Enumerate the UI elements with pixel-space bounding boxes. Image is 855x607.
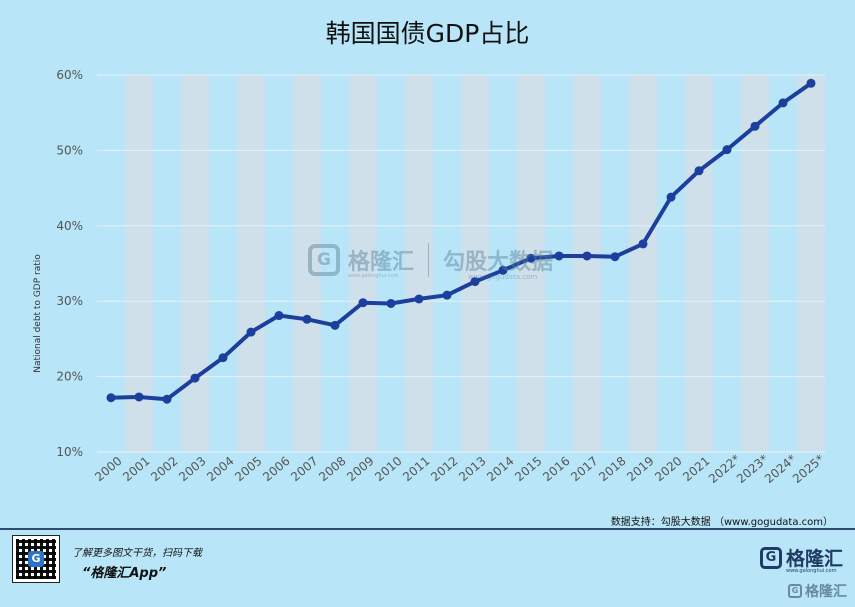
data-point [778, 98, 788, 108]
data-point [330, 320, 340, 330]
y-tick-label: 60% [56, 68, 83, 82]
gelonghui-logo-icon: G [760, 546, 782, 569]
x-tick-label: 2020 [652, 454, 684, 484]
promo-text: 了解更多图文干货，扫码下载 [72, 548, 202, 559]
column-band [293, 75, 321, 452]
column-band [685, 75, 713, 452]
data-point [526, 253, 536, 263]
data-point [274, 311, 284, 321]
data-point [442, 290, 452, 300]
x-tick-label: 2001 [120, 454, 152, 484]
column-band [181, 75, 209, 452]
column-band [741, 75, 769, 452]
data-point [498, 265, 508, 275]
series-line [110, 81, 813, 402]
column-band [461, 75, 489, 452]
y-tick-label: 10% [56, 445, 83, 459]
y-tick-label: 50% [56, 143, 83, 157]
x-tick-label: 2009 [344, 454, 376, 484]
data-point [666, 192, 676, 202]
data-point [750, 121, 760, 131]
x-tick-label: 2021 [680, 454, 712, 484]
y-axis-label: National debt to GDP ratio [33, 254, 43, 373]
watermark-brand-name: 格隆汇 [348, 250, 415, 275]
column-band [125, 75, 153, 452]
data-point [638, 239, 648, 249]
line-chart: 10% 20% 30% 40% 50% 60% National debt to GDP r… [33, 68, 827, 486]
x-tick-label: 2005 [232, 454, 264, 484]
data-point [470, 277, 480, 287]
x-tick-label: 2008 [316, 454, 348, 484]
x-tick-label: 2012 [428, 454, 460, 484]
y-tick-label: 40% [56, 219, 83, 233]
data-point [162, 394, 172, 404]
x-tick-label: 2006 [260, 454, 292, 484]
data-point [554, 251, 564, 261]
x-tick-label: 2007 [288, 454, 320, 484]
watermark-sub-url-2: www.gogudata.com [468, 273, 538, 281]
data-point [694, 166, 704, 176]
x-tick-label: 2014 [484, 454, 516, 484]
data-point [106, 393, 116, 403]
data-point [386, 298, 396, 308]
x-tick-label: 2025* [790, 452, 827, 486]
data-point [414, 294, 424, 304]
data-point [358, 298, 368, 308]
promo-app-name: “格隆汇App” [82, 566, 167, 581]
column-band [629, 75, 657, 452]
data-point [722, 145, 732, 155]
x-tick-label: 2016 [540, 454, 572, 484]
y-tick-label: 20% [56, 370, 83, 384]
x-tick-label: 2011 [400, 454, 432, 484]
brand-name: 格隆汇 [786, 548, 844, 570]
center-watermark: G 格隆汇 勾股大数据 www.gelonghui.com www.goguda… [308, 243, 554, 281]
x-tick-label: 2019 [624, 454, 656, 484]
corner-watermark: G 格隆汇 [788, 581, 847, 601]
brand-url: www.gelonghui.com [786, 568, 837, 574]
data-point [246, 327, 256, 337]
x-tick-label: 2018 [596, 454, 628, 484]
chart-title: 韩国国债GDP占比 [325, 19, 530, 48]
column-band [573, 75, 601, 452]
x-tick-label: 2010 [372, 454, 404, 484]
footer-divider [0, 528, 855, 530]
data-point [218, 353, 228, 363]
x-tick-label: 2004 [204, 454, 236, 484]
x-tick-label: 2015 [512, 454, 544, 484]
brand-logo: G 格隆汇 [760, 544, 843, 571]
watermark-divider [428, 243, 430, 277]
qr-code[interactable]: G [12, 535, 60, 583]
data-point [582, 251, 592, 261]
column-band [797, 75, 825, 452]
column-band [237, 75, 265, 452]
y-tick-label: 30% [56, 294, 83, 308]
gelonghui-logo-icon: G [308, 244, 340, 276]
watermark-text: 格隆汇 [805, 584, 847, 600]
x-tick-label: 2003 [176, 454, 208, 484]
data-point [610, 252, 620, 262]
data-point [806, 78, 816, 88]
x-tick-label: 2017 [568, 454, 600, 484]
watermark-logo-icon: G [788, 584, 802, 598]
data-point [190, 373, 200, 383]
x-tick-label: 2013 [456, 454, 488, 484]
column-band [349, 75, 377, 452]
x-tick-label: 2002 [148, 454, 180, 484]
data-source: 数据支持：勾股大数据 （www.gogudata.com） [610, 517, 833, 528]
data-point [302, 314, 312, 324]
watermark-sub-url-1: www.gelonghui.com [348, 273, 399, 279]
data-point [134, 392, 144, 402]
x-tick-label: 2000 [92, 454, 124, 484]
qr-logo-icon: G [28, 551, 44, 567]
watermark-data-name: 勾股大数据 [443, 250, 554, 275]
column-band [405, 75, 433, 452]
